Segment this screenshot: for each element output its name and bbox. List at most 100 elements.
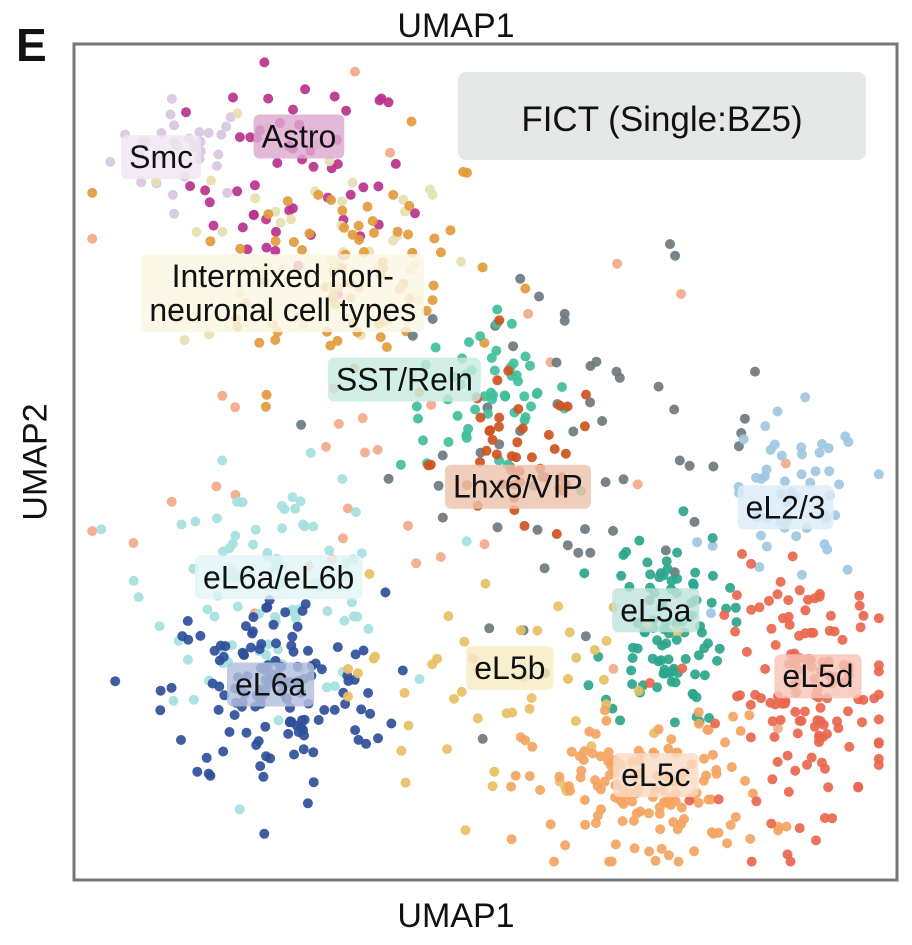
- scatter-point: [621, 546, 632, 557]
- scatter-point: [722, 838, 733, 849]
- scatter-point: [770, 640, 781, 650]
- scatter-point: [699, 643, 710, 654]
- scatter-point: [688, 689, 699, 700]
- scatter-point: [110, 676, 121, 687]
- scatter-point: [241, 727, 252, 738]
- scatter-point: [407, 330, 418, 341]
- cluster-label-text: Astro: [262, 119, 337, 155]
- scatter-point: [342, 503, 353, 514]
- scatter-point: [230, 530, 241, 541]
- cluster-label-background: [121, 135, 202, 180]
- scatter-point: [802, 759, 812, 770]
- scatter-point: [583, 680, 594, 691]
- scatter-point: [626, 665, 637, 676]
- scatter-point: [353, 668, 363, 679]
- scatter-point: [873, 613, 884, 624]
- scatter-point: [319, 705, 330, 715]
- scatter-point: [195, 630, 206, 641]
- cluster-label-text: eL6a/eL6b: [203, 559, 354, 595]
- scatter-point: [779, 476, 790, 487]
- scatter-point: [837, 634, 848, 645]
- cluster-label: Intermixed non-neuronal cell types: [141, 254, 425, 333]
- scatter-point: [337, 196, 348, 207]
- cluster-label-text: eL5a: [620, 592, 691, 628]
- scatter-point: [703, 794, 714, 805]
- scatter-point: [268, 619, 279, 630]
- cluster-label: eL5a: [612, 588, 700, 633]
- scatter-point: [222, 187, 233, 198]
- scatter-point: [358, 182, 369, 193]
- cluster-labels: Smc Astro Intermixed non-neuronal cell typ…: [121, 114, 862, 798]
- scatter-point: [299, 521, 310, 532]
- scatter-point: [629, 843, 640, 854]
- scatter-point: [300, 599, 311, 609]
- scatter-point: [834, 479, 845, 490]
- scatter-point: [781, 821, 792, 832]
- scatter-point: [437, 512, 448, 523]
- scatter-point: [674, 455, 685, 466]
- scatter-point: [300, 84, 311, 95]
- scatter-point: [404, 200, 415, 211]
- scatter-point: [87, 233, 98, 244]
- scatter-point: [520, 351, 531, 362]
- scatter-point: [653, 724, 664, 735]
- scatter-point: [873, 753, 884, 764]
- scatter-point: [573, 547, 584, 558]
- scatter-point: [796, 569, 807, 580]
- scatter-point: [515, 273, 526, 284]
- cluster-label: SST/Reln: [327, 357, 481, 402]
- scatter-point: [360, 447, 370, 458]
- scatter-point: [260, 721, 271, 732]
- cluster-label: Lhx6/VIP: [445, 464, 591, 509]
- scatter-point: [179, 335, 190, 346]
- scatter-point: [663, 850, 674, 861]
- scatter-point: [250, 193, 261, 204]
- scatter-point: [843, 437, 854, 447]
- scatter-point: [234, 804, 245, 815]
- cluster-label-background: [195, 555, 363, 600]
- scatter-point: [599, 776, 610, 787]
- scatter-point: [601, 715, 612, 726]
- scatter-point: [289, 749, 299, 760]
- scatter-point: [437, 450, 448, 461]
- scatter-point: [477, 262, 488, 273]
- scatter-point: [690, 567, 701, 578]
- scatter-point: [182, 616, 193, 626]
- scatter-point: [611, 366, 622, 377]
- cluster-label-text: eL5c: [621, 757, 690, 793]
- cluster-el6a-el6b: [96, 447, 472, 815]
- scatter-point: [696, 627, 707, 638]
- scatter-point: [242, 244, 253, 255]
- scatter-point: [205, 236, 216, 247]
- scatter-point: [487, 434, 498, 445]
- scatter-point: [411, 558, 422, 569]
- scatter-point: [487, 781, 498, 792]
- scatter-point: [261, 751, 272, 762]
- scatter-point: [854, 590, 865, 601]
- scatter-point: [515, 732, 526, 743]
- scatter-point: [271, 638, 281, 649]
- scatter-point: [737, 549, 747, 559]
- scatter-point: [461, 432, 472, 443]
- scatter-point: [350, 725, 361, 736]
- scatter-point: [247, 628, 258, 639]
- scatter-point: [485, 425, 496, 436]
- scatter-point: [662, 563, 673, 574]
- scatter-point: [698, 775, 709, 786]
- cluster-label-text: eL5d: [782, 658, 853, 694]
- scatter-point: [443, 611, 454, 622]
- scatter-point: [590, 818, 601, 829]
- scatter-point: [744, 710, 755, 721]
- scatter-point: [423, 460, 434, 471]
- scatter-point: [343, 691, 353, 702]
- scatter-point: [766, 818, 777, 829]
- scatter-point: [605, 769, 615, 780]
- scatter-point: [136, 177, 147, 188]
- scatter-point: [442, 744, 453, 755]
- scatter-point: [703, 724, 714, 735]
- scatter-point: [764, 595, 774, 606]
- scatter-point: [206, 175, 217, 186]
- scatter-point: [610, 839, 621, 850]
- scatter-point: [506, 834, 517, 845]
- scatter-point: [482, 408, 493, 419]
